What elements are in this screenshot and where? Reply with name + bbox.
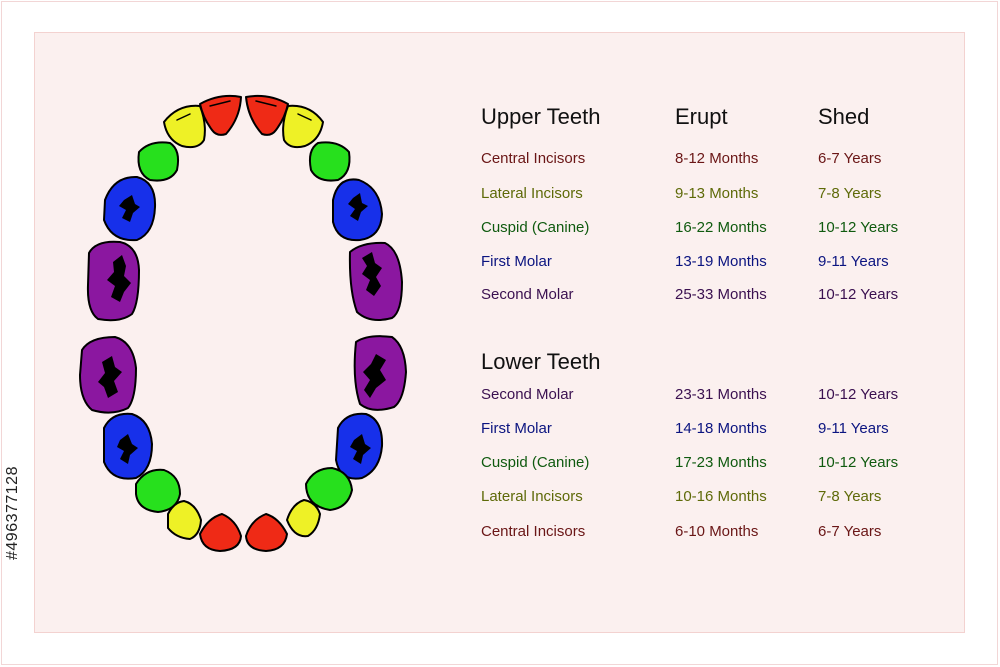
upper-left-first-molar-fissure [119,195,140,222]
upper-row-name: Lateral Incisors [481,185,583,202]
upper-left-lateral-incisor [163,104,206,149]
lower-row-name: Cuspid (Canine) [481,454,590,471]
upper-right-second-molar-fissure [362,252,382,296]
upper-left-second-molar-fissure [107,255,131,302]
lower-row-name: Central Incisors [481,523,586,540]
lower-row-shed: 6-7 Years [818,523,882,540]
lower-left-canine [135,468,181,513]
upper-row-shed: 9-11 Years [818,253,889,270]
upper-teeth-title: Upper Teeth [481,104,601,129]
shed-header: Shed [818,104,870,129]
upper-row-erupt: 25-33 Months [675,286,767,303]
upper-right-central-incisor-mark [255,100,277,107]
upper-row-erupt: 9-13 Months [675,185,759,202]
lower-row-erupt: 14-18 Months [675,420,767,437]
upper-row-name: First Molar [481,253,552,270]
lower-right-lateral-incisor [286,499,321,538]
lower-right-central-incisor [245,513,288,552]
lower-row-shed: 9-11 Years [818,420,889,437]
upper-row-name: Second Molar [481,286,574,303]
lower-right-first-molar-fissure [350,434,371,464]
upper-row-shed: 6-7 Years [818,150,882,167]
lower-left-central-incisor [199,513,242,552]
lower-row-name: First Molar [481,420,552,437]
upper-right-lateral-incisor-mark [297,113,312,121]
upper-left-central-incisor-mark [209,100,231,107]
upper-right-central-incisor [245,94,289,136]
erupt-header: Erupt [675,104,728,129]
lower-row-shed: 10-12 Years [818,386,899,403]
upper-row-shed: 7-8 Years [818,185,882,202]
lower-row-erupt: 17-23 Months [675,454,767,471]
lower-row-shed: 7-8 Years [818,488,882,505]
lower-left-second-molar-fissure [98,356,122,398]
lower-left-first-molar-fissure [117,434,138,464]
lower-left-lateral-incisor [167,500,202,540]
upper-row-name: Cuspid (Canine) [481,219,590,236]
stock-id-label: #496377128 [4,466,21,560]
lower-row-erupt: 10-16 Months [675,488,767,505]
lower-row-erupt: 23-31 Months [675,386,767,403]
lower-teeth-title: Lower Teeth [481,349,601,374]
lower-right-second-molar-fissure [363,354,386,398]
lower-row-name: Second Molar [481,386,574,403]
lower-row-name: Lateral Incisors [481,488,583,505]
upper-right-lateral-incisor [282,104,324,149]
upper-row-erupt: 13-19 Months [675,253,767,270]
lower-row-shed: 10-12 Years [818,454,899,471]
upper-row-erupt: 16-22 Months [675,219,767,236]
upper-left-lateral-incisor-mark [176,113,191,121]
lower-right-canine [305,467,353,511]
upper-row-shed: 10-12 Years [818,219,899,236]
upper-right-first-molar-fissure [348,193,368,221]
upper-left-central-incisor [199,94,242,136]
upper-row-name: Central Incisors [481,150,586,167]
upper-right-canine [308,141,351,182]
upper-left-canine [137,141,180,182]
upper-row-erupt: 8-12 Months [675,150,759,167]
lower-row-erupt: 6-10 Months [675,523,759,540]
upper-row-shed: 10-12 Years [818,286,899,303]
